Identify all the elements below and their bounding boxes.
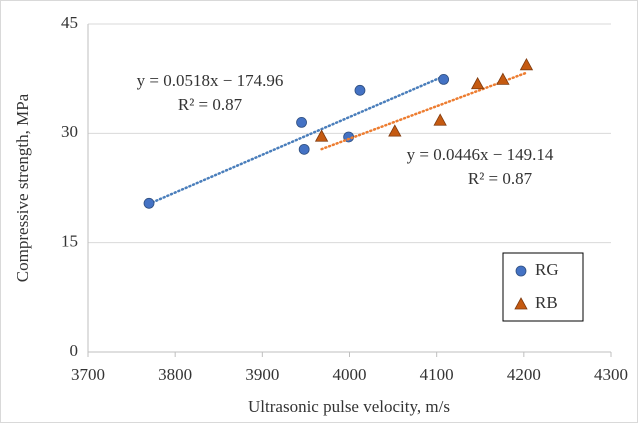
trendline-equation: y = 0.0518x − 174.96 [137,71,284,90]
y-tick-label: 30 [61,122,78,141]
point [298,143,310,155]
trendline-r2: R² = 0.87 [468,169,533,188]
point [519,57,534,71]
trendline [320,71,528,151]
x-tick-label: 4200 [507,365,541,384]
x-axis-title: Ultrasonic pulse velocity, m/s [248,397,450,416]
point [296,117,307,128]
legend-box [502,252,584,322]
y-tick-label: 45 [61,13,78,32]
point [438,73,450,85]
trendline-equation: y = 0.0446x − 149.14 [407,145,554,164]
point [143,197,155,209]
y-axis-title: Compressive strength, MPa [13,93,32,282]
x-tick-label: 4300 [594,365,628,384]
legend-label: RB [535,293,558,312]
legend-marker [514,297,528,310]
legend-marker [515,265,527,277]
trendline-r2: R² = 0.87 [178,95,243,114]
x-tick-label: 4100 [420,365,454,384]
x-tick-label: 3800 [158,365,192,384]
x-tick-label: 3900 [245,365,279,384]
x-tick-label: 4000 [333,365,367,384]
point [314,129,329,142]
point [343,131,355,143]
x-tick-label: 3700 [71,365,105,384]
point [496,72,510,85]
point [433,113,447,126]
legend-label: RG [535,260,559,279]
point [470,76,485,90]
trendline [147,74,445,206]
point [354,84,366,96]
y-tick-label: 15 [61,232,78,251]
y-tick-label: 0 [70,341,79,360]
point [388,124,402,137]
